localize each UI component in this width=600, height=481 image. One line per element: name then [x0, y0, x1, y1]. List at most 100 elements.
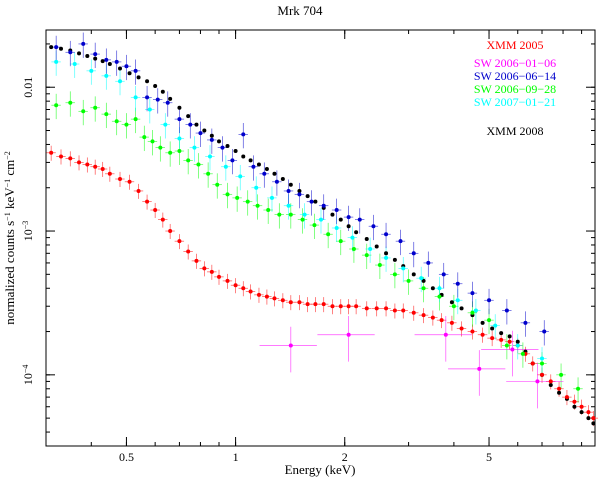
data-point [198, 131, 203, 136]
data-point [209, 269, 214, 274]
data-point [165, 100, 170, 105]
data-point [542, 329, 547, 334]
data-point [398, 239, 403, 244]
data-point [346, 332, 351, 337]
data-point [411, 251, 416, 256]
data-point [93, 164, 98, 169]
x-tick-label: 1 [233, 450, 239, 464]
data-point [233, 283, 238, 288]
data-point [321, 203, 326, 208]
data-point [107, 62, 112, 67]
x-tick-label: 5 [486, 450, 492, 464]
data-point [225, 144, 230, 149]
x-tick-label: 2 [342, 450, 348, 464]
data-point [520, 351, 525, 356]
data-point [254, 185, 259, 190]
data-point [401, 308, 406, 313]
data-point [177, 117, 182, 122]
legend-entry: SW 2007−01−21 [474, 95, 556, 109]
data-point [421, 286, 426, 291]
data-point [238, 174, 243, 179]
chart-title: Mrk 704 [277, 3, 323, 18]
data-point [313, 199, 318, 204]
data-point [72, 62, 77, 67]
data-point [241, 286, 246, 291]
data-point [591, 421, 596, 426]
data-point [334, 225, 339, 230]
data-point [160, 89, 165, 94]
data-point [245, 199, 250, 204]
data-point [579, 410, 584, 415]
y-axis-label: normalized counts s−1 keV−1 cm−2 [2, 151, 17, 325]
data-point [579, 404, 584, 409]
data-point [364, 253, 369, 258]
data-point [49, 150, 54, 155]
data-point [177, 239, 182, 244]
data-point [225, 278, 230, 283]
axis-ticks: 0.5 1 2 5 0.01 10−3 10−4 [21, 30, 595, 464]
data-point [68, 100, 73, 105]
data-point [288, 300, 293, 305]
data-point [104, 73, 109, 78]
data-point [54, 103, 59, 108]
data-point [441, 272, 446, 277]
data-point [145, 199, 150, 204]
legend-entry: XMM 2005 [486, 38, 543, 52]
y-tick-label: 10−4 [21, 365, 36, 386]
data-point [241, 132, 246, 137]
data-point [264, 294, 269, 299]
legend-entry: SW 2006−06−14 [474, 69, 556, 83]
data-point [150, 139, 155, 144]
data-point [147, 107, 152, 112]
data-point [504, 343, 509, 348]
data-point [576, 386, 581, 391]
data-point [85, 162, 90, 167]
data-point [421, 313, 426, 318]
data-point [411, 310, 416, 315]
data-point [357, 217, 362, 222]
data-point [216, 274, 221, 279]
data-point [235, 195, 240, 200]
data-point [374, 244, 379, 249]
data-point [330, 304, 335, 309]
data-point [421, 278, 426, 283]
data-point [507, 334, 512, 339]
data-point [586, 410, 591, 415]
data-point [104, 112, 109, 117]
data-point [338, 239, 343, 244]
data-point [269, 195, 274, 200]
data-point [163, 122, 168, 127]
data-point [145, 79, 150, 84]
data-point [305, 194, 310, 199]
data-point [160, 217, 165, 222]
data-point [540, 372, 545, 377]
data-point [384, 251, 389, 256]
data-point [305, 302, 310, 307]
data-point [158, 145, 163, 150]
data-point [168, 150, 173, 155]
data-point [230, 158, 235, 163]
data-point [313, 302, 318, 307]
data-point [535, 379, 540, 384]
data-point [209, 137, 214, 142]
data-point [449, 300, 454, 305]
data-point [188, 122, 193, 127]
data-point [77, 160, 82, 165]
data-point [54, 45, 59, 50]
data-point [297, 300, 302, 305]
x-axis-label: Energy (keV) [285, 462, 356, 477]
data-point [591, 416, 596, 421]
data-point [437, 294, 442, 299]
y-tick-label: 10−3 [21, 221, 36, 242]
data-point [177, 149, 182, 154]
data-point [392, 272, 397, 277]
data-point [368, 246, 373, 251]
data-point [118, 177, 123, 182]
data-point [104, 57, 109, 62]
data-point [118, 66, 123, 71]
data-point [437, 286, 442, 291]
data-point [186, 158, 191, 163]
data-point [216, 139, 221, 144]
data-point [209, 133, 214, 138]
data-point [419, 276, 424, 281]
